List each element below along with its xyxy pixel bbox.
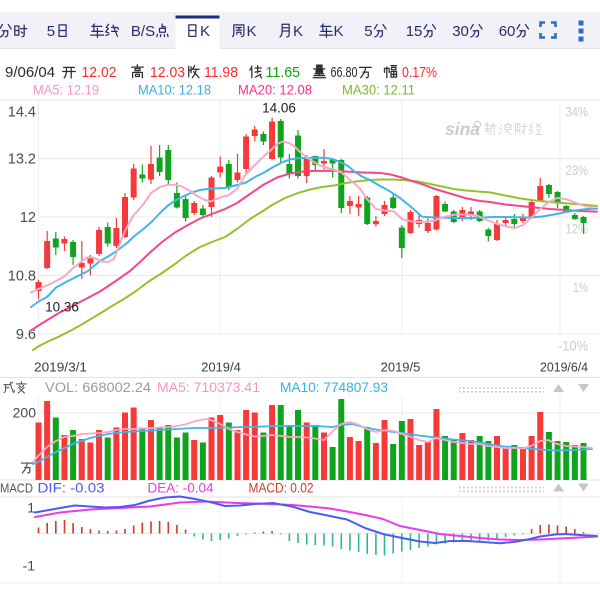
svg-text:MA20: 12.08: MA20: 12.08 xyxy=(238,83,312,98)
svg-text:MA5: 710373.41: MA5: 710373.41 xyxy=(157,380,260,395)
svg-text:5: 5 xyxy=(364,23,372,40)
svg-text:K: K xyxy=(200,23,210,40)
svg-text:13.2: 13.2 xyxy=(8,152,36,168)
svg-text:5: 5 xyxy=(47,23,55,40)
svg-text:12%: 12% xyxy=(566,222,589,237)
svg-text:MA30: 12.11: MA30: 12.11 xyxy=(342,83,415,98)
svg-text:K: K xyxy=(334,23,344,40)
svg-text:MA10: 774807.93: MA10: 774807.93 xyxy=(280,380,388,395)
svg-text:MA5: 12.19: MA5: 12.19 xyxy=(33,83,99,98)
svg-text:10.8: 10.8 xyxy=(8,269,36,285)
svg-text:9/06/04: 9/06/04 xyxy=(5,64,55,81)
svg-text:-1: -1 xyxy=(23,558,36,574)
svg-text:23%: 23% xyxy=(566,163,589,178)
svg-text:1: 1 xyxy=(27,500,35,516)
svg-text:DEA: -0.04: DEA: -0.04 xyxy=(148,481,214,496)
svg-text:60: 60 xyxy=(499,23,516,40)
svg-text:12.03: 12.03 xyxy=(150,64,185,81)
svg-text:2019/3/1: 2019/3/1 xyxy=(34,360,87,375)
svg-text:11.98: 11.98 xyxy=(204,64,238,81)
svg-text:-10%: -10% xyxy=(558,339,588,354)
svg-text:VOL: 668002.24: VOL: 668002.24 xyxy=(45,380,152,395)
svg-text:MACD: 0.02: MACD: 0.02 xyxy=(249,481,314,496)
svg-text:66.80: 66.80 xyxy=(331,64,358,81)
svg-text:K: K xyxy=(293,23,303,40)
svg-text:12.02: 12.02 xyxy=(82,64,117,81)
svg-text:30: 30 xyxy=(452,23,469,40)
svg-text:K: K xyxy=(247,23,257,40)
svg-text:34%: 34% xyxy=(566,105,589,120)
svg-text:B/S: B/S xyxy=(131,23,155,40)
svg-text:DIF: -0.03: DIF: -0.03 xyxy=(38,481,105,496)
svg-text:14.4: 14.4 xyxy=(8,105,36,121)
svg-text:15: 15 xyxy=(406,23,423,40)
svg-text:MA10: 12.18: MA10: 12.18 xyxy=(138,83,211,98)
svg-text:1%: 1% xyxy=(573,280,588,295)
svg-text:0.17%: 0.17% xyxy=(402,64,437,81)
svg-text:14.06: 14.06 xyxy=(262,101,296,116)
svg-text:sina: sina xyxy=(445,119,480,139)
svg-text:2019/6/4: 2019/6/4 xyxy=(540,360,588,375)
svg-text:200: 200 xyxy=(13,405,37,421)
svg-text:12: 12 xyxy=(20,210,36,226)
svg-text:2019/4: 2019/4 xyxy=(201,360,241,375)
svg-text:2019/5: 2019/5 xyxy=(381,360,421,375)
svg-text:10.36: 10.36 xyxy=(45,300,79,315)
svg-text:11.65: 11.65 xyxy=(266,64,301,81)
svg-text:MACD: MACD xyxy=(0,481,33,495)
